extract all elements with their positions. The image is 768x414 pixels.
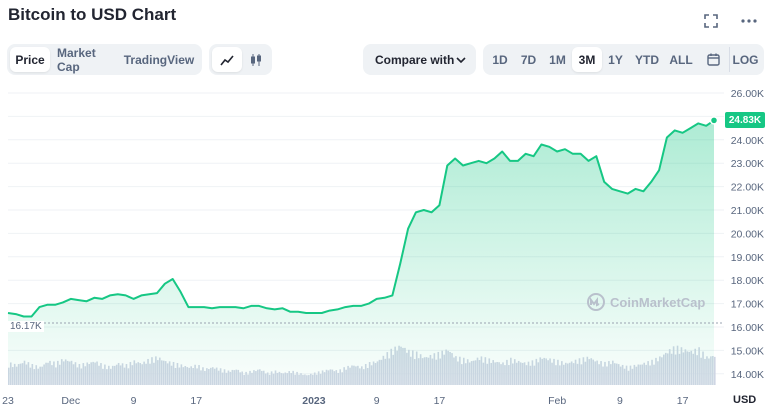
coinmarketcap-logo-icon [587, 293, 605, 311]
x-tick-label: 9 [374, 395, 380, 407]
x-tick-label: Dec [61, 395, 80, 407]
y-tick-label: 23.00K [731, 158, 764, 170]
y-tick-label: 22.00K [731, 182, 764, 194]
price-chart[interactable]: 14.00K 15.00K 16.00K 17.00K 18.00K 19.00K 20.0… [0, 80, 768, 414]
y-tick-label: 17.00K [731, 299, 764, 311]
compare-with-label: Compare with [375, 52, 455, 67]
watermark-text: CoinMarketCap [610, 294, 706, 310]
currency-label: USD [733, 394, 757, 406]
x-tick-label: 17 [677, 395, 689, 407]
tab-tradingview[interactable]: TradingView [123, 52, 195, 67]
x-tick-label: 17 [190, 395, 202, 407]
chart-type-toggle [209, 44, 272, 75]
volume-bar [714, 356, 716, 385]
current-price-dot [709, 116, 719, 125]
y-axis: 14.00K 15.00K 16.00K 17.00K 18.00K 19.00K 20.0… [731, 88, 764, 381]
current-price-badge: 24.83K [725, 112, 765, 128]
y-tick-label: 20.00K [731, 228, 764, 240]
line-chart-icon [220, 54, 234, 65]
y-tick-label: 21.00K [731, 205, 764, 217]
y-tick-label: 16.00K [731, 322, 764, 334]
candlestick-button[interactable] [242, 47, 269, 72]
compare-with-dropdown[interactable]: Compare with [363, 44, 476, 75]
range-1m[interactable]: 1M [549, 52, 566, 67]
tab-market-cap[interactable]: Market Cap [57, 45, 96, 74]
tab-price[interactable]: Price [10, 47, 50, 72]
line-chart-button[interactable] [212, 47, 242, 72]
calendar-button[interactable] [697, 47, 729, 72]
range-7d[interactable]: 7D [520, 52, 537, 67]
x-tick-label: 23 [2, 395, 14, 407]
y-tick-label: 19.00K [731, 252, 764, 264]
range-all[interactable]: ALL [669, 52, 693, 67]
page-title: Bitcoin to USD Chart [8, 5, 177, 24]
y-tick-label: 15.00K [731, 345, 764, 357]
chevron-down-icon [456, 56, 466, 63]
candlestick-icon [250, 53, 261, 66]
range-1d[interactable]: 1D [492, 52, 508, 67]
x-axis: 23 Dec 9 17 2023 9 17 Feb 9 17 [2, 395, 688, 407]
x-tick-label: 9 [617, 395, 623, 407]
time-range-selector: 1D 7D 1M 3M 1Y YTD ALL LOG [483, 44, 764, 75]
price-line [7, 119, 715, 318]
fullscreen-icon[interactable] [700, 10, 722, 32]
log-scale-toggle[interactable]: LOG [729, 47, 761, 72]
price-area [8, 120, 714, 386]
x-tick-label: Feb [548, 395, 566, 407]
coinmarketcap-watermark: CoinMarketCap [586, 292, 705, 312]
y-tick-label: 14.00K [731, 369, 764, 381]
x-tick-label: 9 [131, 395, 137, 407]
calendar-icon [706, 53, 720, 66]
range-3m[interactable]: 3M [572, 47, 602, 72]
y-tick-label: 26.00K [731, 88, 764, 100]
x-tick-label: 2023 [302, 395, 326, 407]
y-tick-label: 18.00K [731, 275, 764, 287]
more-options-icon[interactable] [738, 10, 760, 32]
y-tick-label: 24.00K [731, 135, 764, 147]
x-tick-label: 17 [434, 395, 446, 407]
chart-tabs: Price Market Cap TradingView [7, 44, 202, 75]
range-1y[interactable]: 1Y [608, 52, 623, 67]
range-ytd[interactable]: YTD [635, 52, 659, 67]
start-price-label: 16.17K [8, 321, 44, 332]
